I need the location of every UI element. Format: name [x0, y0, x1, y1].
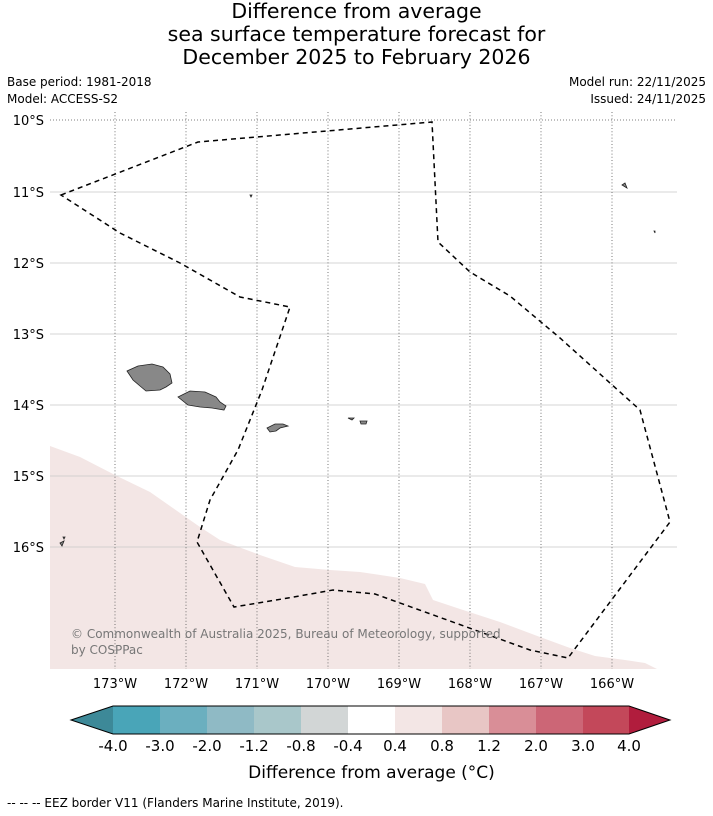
island-manua-2: [359, 420, 368, 425]
lat-labels: 10°S 11°S 12°S 13°S 14°S 15°S 16°S: [13, 114, 44, 556]
colorbar-low-extend: [71, 706, 113, 734]
colorbar-tick: -3.0: [145, 737, 174, 755]
colorbar-segment: [489, 706, 536, 734]
colorbar: [69, 705, 672, 735]
colorbar-tick: -4.0: [98, 737, 127, 755]
copyright-notice: © Commonwealth of Australia 2025, Bureau…: [71, 626, 501, 658]
island-dot-1: [249, 194, 253, 198]
island-dot-3: [59, 540, 65, 547]
colorbar-tick: -0.8: [286, 737, 315, 755]
meta-left: Base period: 1981-2018 Model: ACCESS-S2: [7, 74, 152, 108]
model-name: Model: ACCESS-S2: [7, 92, 119, 106]
lat-label: 10°S: [13, 114, 44, 129]
colorbar-segment: [348, 706, 395, 734]
meta-right: Model run: 22/11/2025 Issued: 24/11/2025: [569, 74, 706, 108]
lon-label: 170°W: [306, 677, 350, 692]
island-dot-2: [653, 230, 656, 234]
eez-border-samoa: [59, 121, 671, 659]
island-savaii: [126, 363, 173, 392]
eez-legend: -- -- -- EEZ border V11 (Flanders Marine…: [7, 796, 344, 810]
lon-labels: 173°W 172°W 171°W 170°W 169°W 168°W 167°…: [93, 677, 634, 692]
colorbar-segment: [160, 706, 207, 734]
map-title: Difference from average sea surface temp…: [0, 0, 713, 69]
model-run: Model run: 22/11/2025: [568, 75, 706, 89]
colorbar-segment: [442, 706, 489, 734]
colorbar-tick: 3.0: [571, 737, 595, 755]
lon-label: 168°W: [448, 677, 492, 692]
lat-label: 15°S: [13, 470, 44, 485]
anomaly-region: [50, 446, 657, 669]
copyright-line-2: by COSPPac: [71, 643, 143, 657]
colorbar-tick: 0.8: [430, 737, 454, 755]
colorbar-tick: 4.0: [617, 737, 641, 755]
lon-label: 173°W: [93, 677, 137, 692]
lon-label: 171°W: [235, 677, 279, 692]
island-manua-1: [347, 417, 355, 421]
lat-gridlines: [50, 191, 677, 548]
colorbar-tick: -2.0: [192, 737, 221, 755]
lat-label: 16°S: [13, 541, 44, 556]
colorbar-segment: [254, 706, 301, 734]
lat-label: 13°S: [13, 328, 44, 343]
lat-label: 12°S: [13, 257, 44, 272]
colorbar-tick: 1.2: [477, 737, 501, 755]
colorbar-tick: -0.4: [333, 737, 362, 755]
island-upolu: [177, 390, 227, 411]
colorbar-title: Difference from average (°C): [248, 763, 495, 783]
island-tutuila: [266, 423, 290, 433]
colorbar-segment: [113, 706, 160, 734]
title-line-1: Difference from average: [231, 0, 482, 23]
colorbar-segment: [207, 706, 254, 734]
base-period: Base period: 1981-2018: [7, 75, 152, 89]
lat-label: 11°S: [13, 186, 44, 201]
issued-date: Issued: 24/11/2025: [590, 92, 706, 106]
eez-borders: [59, 121, 671, 659]
colorbar-high-extend: [629, 706, 670, 734]
colorbar-tick: -1.2: [239, 737, 268, 755]
island-swains-1: [621, 182, 628, 189]
colorbar-outline: [69, 705, 672, 735]
colorbar-segment: [583, 706, 629, 734]
colorbar-segment: [395, 706, 442, 734]
lon-label: 166°W: [590, 677, 634, 692]
title-line-2: sea surface temperature forecast for: [167, 22, 546, 46]
lon-label: 172°W: [164, 677, 208, 692]
islands: [59, 182, 656, 547]
lon-gridlines: [114, 112, 613, 669]
lat-label: 14°S: [13, 399, 44, 414]
copyright-line-1: © Commonwealth of Australia 2025, Bureau…: [71, 627, 501, 641]
colorbar-ticks: -4.0 -3.0 -2.0 -1.2 -0.8 -0.4 0.4 0.8 1.…: [98, 737, 641, 755]
title-line-3: December 2025 to February 2026: [182, 45, 531, 69]
colorbar-segment: [301, 706, 348, 734]
colorbar-segment: [536, 706, 583, 734]
colorbar-tick: 2.0: [524, 737, 548, 755]
lon-label: 167°W: [519, 677, 563, 692]
island-dot-4: [62, 536, 66, 540]
lon-label: 169°W: [377, 677, 421, 692]
colorbar-tick: 0.4: [383, 737, 407, 755]
